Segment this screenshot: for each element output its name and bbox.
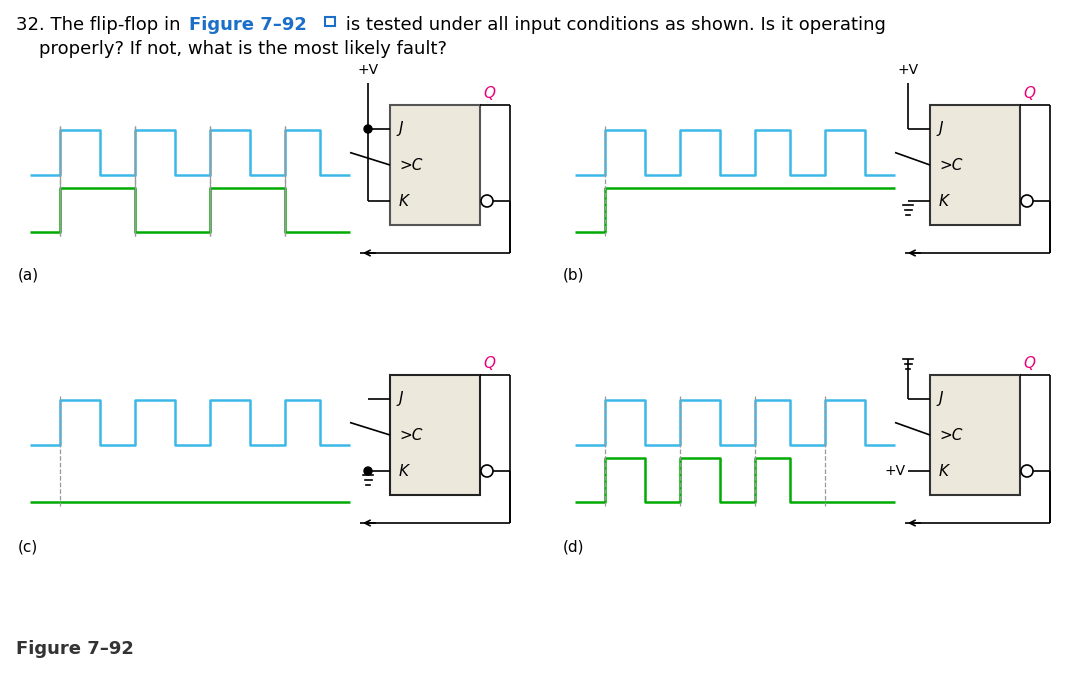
Circle shape [364, 467, 372, 475]
Text: K: K [399, 193, 409, 209]
Circle shape [1021, 465, 1033, 477]
Text: +V: +V [358, 63, 378, 77]
Text: Q: Q [483, 356, 495, 371]
Text: (b): (b) [564, 268, 584, 283]
Text: Q: Q [483, 86, 495, 101]
Text: is tested under all input conditions as shown. Is it operating: is tested under all input conditions as … [340, 16, 886, 34]
Text: J: J [938, 121, 944, 137]
Text: Q: Q [1024, 356, 1036, 371]
Bar [930, 105, 1020, 225]
Text: (c): (c) [19, 540, 38, 555]
Text: J: J [399, 392, 403, 406]
Text: (d): (d) [564, 540, 584, 555]
Bar [390, 375, 480, 495]
Text: Figure 7–92: Figure 7–92 [16, 640, 134, 658]
Bar [325, 17, 335, 26]
Text: +V: +V [897, 63, 919, 77]
Text: J: J [399, 121, 403, 137]
Text: K: K [938, 193, 949, 209]
Text: K: K [938, 463, 949, 479]
Text: 32. The flip-flop in: 32. The flip-flop in [16, 16, 186, 34]
Circle shape [481, 195, 493, 207]
Text: properly? If not, what is the most likely fault?: properly? If not, what is the most likel… [16, 40, 447, 58]
Text: >C: >C [938, 427, 962, 443]
Circle shape [1021, 195, 1033, 207]
Circle shape [481, 465, 493, 477]
Circle shape [364, 125, 372, 133]
Text: >C: >C [938, 158, 962, 172]
Bar [930, 375, 1020, 495]
Text: >C: >C [399, 427, 423, 443]
Text: (a): (a) [19, 268, 39, 283]
Text: +V: +V [885, 464, 906, 478]
Text: K: K [399, 463, 409, 479]
Text: Q: Q [1024, 86, 1036, 101]
Text: Figure 7–92: Figure 7–92 [189, 16, 307, 34]
Text: J: J [938, 392, 944, 406]
Text: >C: >C [399, 158, 423, 172]
Bar [390, 105, 480, 225]
